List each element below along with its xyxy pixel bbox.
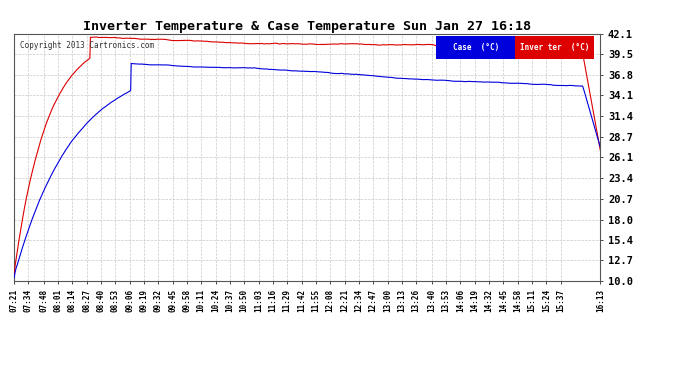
Text: Case  (°C): Case (°C) [453,43,499,52]
Text: Inver ter  (°C): Inver ter (°C) [520,43,589,52]
FancyBboxPatch shape [515,36,594,58]
Title: Inverter Temperature & Case Temperature Sun Jan 27 16:18: Inverter Temperature & Case Temperature … [83,20,531,33]
FancyBboxPatch shape [436,36,515,58]
Text: Copyright 2013 Cartronics.com: Copyright 2013 Cartronics.com [19,41,154,50]
